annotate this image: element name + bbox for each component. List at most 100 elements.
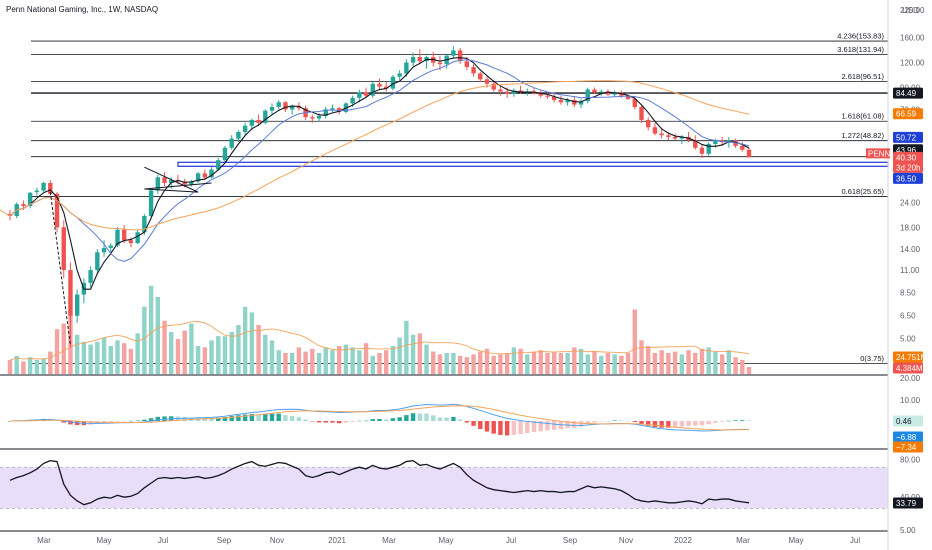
macd-histogram-bar xyxy=(142,419,147,421)
candle-body[interactable] xyxy=(417,57,423,62)
candle-body[interactable] xyxy=(538,93,543,96)
candle-body[interactable] xyxy=(202,173,208,178)
volume-bar xyxy=(451,353,456,374)
candle-body[interactable] xyxy=(572,100,577,105)
candle-body[interactable] xyxy=(699,147,705,154)
candle-body[interactable] xyxy=(370,83,375,96)
candle-body[interactable] xyxy=(666,135,671,137)
candle-body[interactable] xyxy=(357,92,362,98)
candle-body[interactable] xyxy=(61,227,66,271)
candle-body[interactable] xyxy=(229,138,234,148)
candle-body[interactable] xyxy=(350,97,355,104)
candle-body[interactable] xyxy=(209,169,214,178)
candle-body[interactable] xyxy=(437,62,443,65)
candle-body[interactable] xyxy=(646,119,651,128)
candle-body[interactable] xyxy=(216,160,221,170)
candle-body[interactable] xyxy=(410,57,416,63)
candle-body[interactable] xyxy=(41,182,46,191)
candle-body[interactable] xyxy=(740,145,745,150)
candle-body[interactable] xyxy=(169,180,174,183)
candle-body[interactable] xyxy=(182,181,187,185)
candle-body[interactable] xyxy=(236,131,241,139)
candle-body[interactable] xyxy=(27,192,33,207)
candle-body[interactable] xyxy=(464,61,470,68)
candle-body[interactable] xyxy=(316,115,322,119)
candle-body[interactable] xyxy=(592,89,597,93)
candle-body[interactable] xyxy=(263,110,268,123)
candle-body[interactable] xyxy=(612,92,617,95)
candle-body[interactable] xyxy=(578,101,584,105)
candle-body[interactable] xyxy=(639,106,644,120)
candle-body[interactable] xyxy=(504,91,510,94)
candle-body[interactable] xyxy=(397,73,402,77)
candle-body[interactable] xyxy=(746,149,752,158)
candle-body[interactable] xyxy=(545,95,550,97)
candle-body[interactable] xyxy=(88,270,93,283)
candle-body[interactable] xyxy=(632,98,637,107)
candle-body[interactable] xyxy=(652,127,658,134)
candle-body[interactable] xyxy=(713,140,718,144)
candle-body[interactable] xyxy=(310,117,315,119)
candle-body[interactable] xyxy=(195,173,201,182)
candle-body[interactable] xyxy=(128,240,134,244)
candle-body[interactable] xyxy=(68,270,73,316)
candle-body[interactable] xyxy=(498,89,503,92)
candle-body[interactable] xyxy=(551,96,557,101)
candle-body[interactable] xyxy=(289,105,295,110)
candle-body[interactable] xyxy=(679,136,685,139)
candle-body[interactable] xyxy=(135,232,140,244)
candle-body[interactable] xyxy=(74,294,80,316)
crash-dashed-line[interactable] xyxy=(49,192,71,346)
candle-body[interactable] xyxy=(269,106,275,111)
candle-body[interactable] xyxy=(21,204,26,207)
candle-body[interactable] xyxy=(693,140,698,148)
candle-body[interactable] xyxy=(95,252,100,271)
candle-body[interactable] xyxy=(283,102,288,110)
candle-body[interactable] xyxy=(7,213,13,217)
candle-body[interactable] xyxy=(659,133,664,136)
candle-body[interactable] xyxy=(471,67,476,74)
candle-body[interactable] xyxy=(585,89,590,102)
candle-body[interactable] xyxy=(706,143,711,154)
candle-body[interactable] xyxy=(48,182,53,194)
candle-body[interactable] xyxy=(34,190,40,193)
candle-body[interactable] xyxy=(101,247,107,253)
candle-body[interactable] xyxy=(451,50,456,56)
candle-body[interactable] xyxy=(363,92,369,96)
candle-body[interactable] xyxy=(108,245,113,248)
candle-body[interactable] xyxy=(384,86,389,89)
candle-body[interactable] xyxy=(672,136,678,139)
candle-body[interactable] xyxy=(222,147,228,161)
candle-body[interactable] xyxy=(511,90,517,94)
candle-body[interactable] xyxy=(377,83,382,87)
candle-body[interactable] xyxy=(457,50,463,62)
candle-body[interactable] xyxy=(484,79,490,84)
candle-body[interactable] xyxy=(242,125,248,132)
candle-body[interactable] xyxy=(599,91,604,93)
candle-body[interactable] xyxy=(330,108,335,110)
candle-body[interactable] xyxy=(115,229,120,246)
candle-body[interactable] xyxy=(54,193,60,228)
candle-body[interactable] xyxy=(256,119,261,123)
candle-body[interactable] xyxy=(189,181,194,185)
symbol-tag-label: PENN xyxy=(868,149,890,158)
candle-body[interactable] xyxy=(558,100,564,103)
candle-body[interactable] xyxy=(565,100,570,103)
candle-body[interactable] xyxy=(122,229,127,241)
macd-histogram-bar xyxy=(424,413,429,421)
candle-body[interactable] xyxy=(605,91,611,95)
candle-body[interactable] xyxy=(162,177,167,183)
candle-body[interactable] xyxy=(142,216,147,233)
candle-body[interactable] xyxy=(148,190,154,217)
candle-body[interactable] xyxy=(404,62,409,74)
candle-body[interactable] xyxy=(276,102,281,107)
candle-body[interactable] xyxy=(323,109,328,116)
candle-body[interactable] xyxy=(478,73,483,80)
candle-body[interactable] xyxy=(625,95,631,99)
candle-body[interactable] xyxy=(249,119,255,126)
candle-body[interactable] xyxy=(491,83,496,90)
triangle-pattern[interactable] xyxy=(144,166,212,193)
candle-body[interactable] xyxy=(390,76,396,89)
candle-body[interactable] xyxy=(155,177,160,191)
